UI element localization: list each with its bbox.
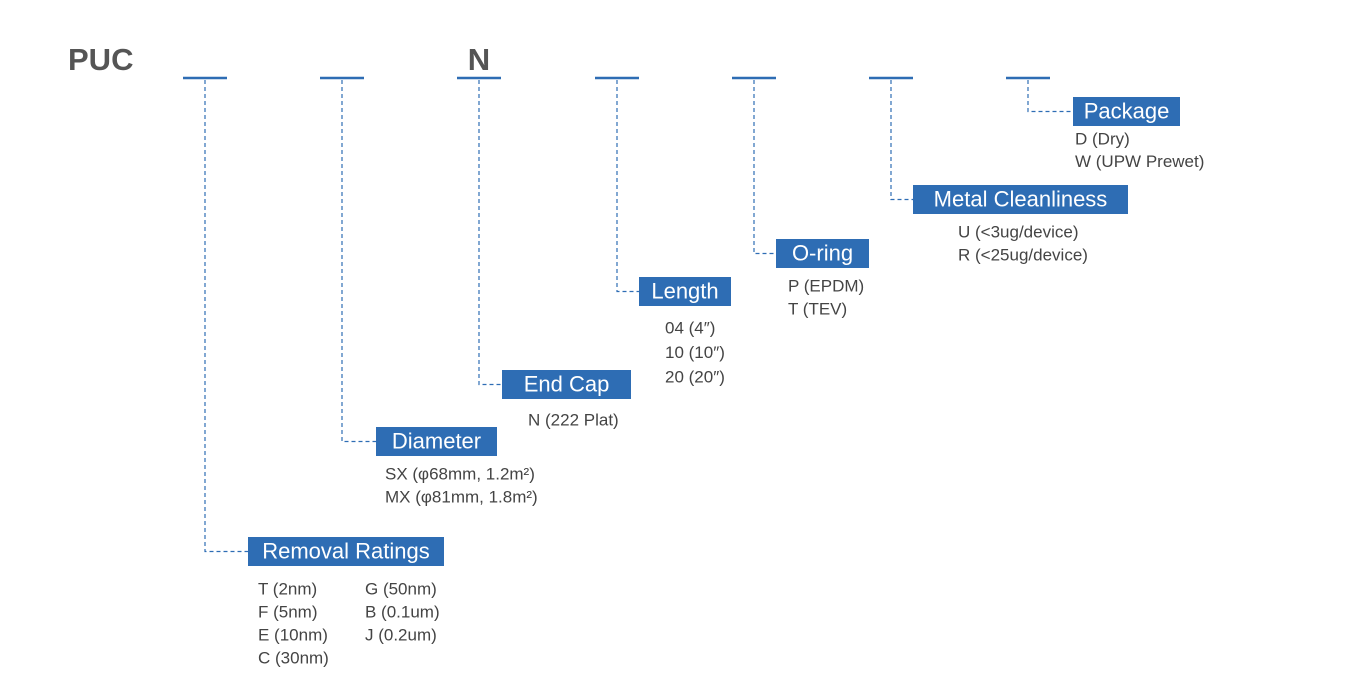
connector	[616, 80, 639, 293]
group-box	[639, 277, 731, 306]
option: F (5nm)	[258, 602, 318, 621]
option: 10 (10″)	[665, 343, 725, 362]
prefix: PUC	[68, 42, 133, 77]
option: C (30nm)	[258, 648, 329, 667]
option: R (<25ug/device)	[958, 245, 1088, 264]
option: N (222 Plat)	[528, 410, 619, 429]
group-title: Removal Ratings	[262, 538, 430, 563]
connector	[753, 80, 776, 255]
group-box	[1073, 97, 1180, 126]
group-title: Metal Cleanliness	[934, 186, 1108, 211]
connector	[890, 80, 913, 201]
option: B (0.1um)	[365, 602, 440, 621]
connector	[1027, 80, 1073, 113]
option: MX (φ81mm, 1.8m²)	[385, 487, 538, 506]
option: SX (φ68mm, 1.2m²)	[385, 464, 535, 483]
group-box	[776, 239, 869, 268]
option: J (0.2um)	[365, 625, 437, 644]
group-title: End Cap	[524, 371, 610, 396]
group-title: Package	[1084, 98, 1170, 123]
group-box	[376, 427, 497, 456]
group-box	[913, 185, 1128, 214]
option: E (10nm)	[258, 625, 328, 644]
group-title: O-ring	[792, 240, 853, 265]
option: G (50nm)	[365, 579, 437, 598]
group-box	[502, 370, 631, 399]
group-box	[248, 537, 444, 566]
connector	[204, 80, 248, 553]
option: U (<3ug/device)	[958, 222, 1078, 241]
group-title: Length	[651, 278, 718, 303]
group-title: Diameter	[392, 428, 481, 453]
connector	[341, 80, 376, 443]
option: 20 (20″)	[665, 367, 725, 386]
option: D (Dry)	[1075, 129, 1130, 148]
option: W (UPW Prewet)	[1075, 152, 1204, 171]
option: T (TEV)	[788, 299, 847, 318]
option: 04 (4″)	[665, 318, 715, 337]
option: T (2nm)	[258, 579, 317, 598]
connector	[478, 80, 502, 386]
slot-code: N	[468, 42, 490, 77]
option: P (EPDM)	[788, 276, 864, 295]
